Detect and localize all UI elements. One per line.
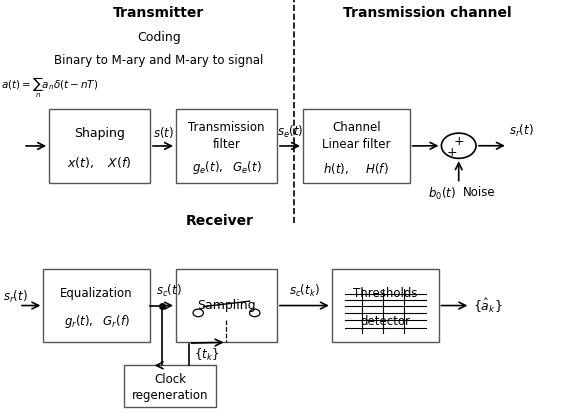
Text: $s_c(t_k)$: $s_c(t_k)$ — [289, 283, 320, 299]
Text: Equalization: Equalization — [61, 286, 133, 299]
Text: regeneration: regeneration — [132, 389, 208, 402]
Text: $\{t_k\}$: $\{t_k\}$ — [194, 347, 220, 363]
Text: Transmitter: Transmitter — [113, 6, 204, 20]
Text: Channel: Channel — [332, 121, 381, 134]
Text: $g_r(t),\ \ G_r(f)$: $g_r(t),\ \ G_r(f)$ — [63, 313, 130, 330]
Text: Clock: Clock — [154, 373, 186, 386]
Text: Noise: Noise — [463, 186, 496, 199]
Text: Linear filter: Linear filter — [322, 138, 391, 151]
FancyBboxPatch shape — [43, 269, 150, 342]
FancyBboxPatch shape — [303, 109, 410, 183]
Text: $g_e(t),\ \ G_e(t)$: $g_e(t),\ \ G_e(t)$ — [192, 160, 261, 176]
Text: Receiver: Receiver — [185, 214, 253, 228]
FancyBboxPatch shape — [332, 269, 439, 342]
FancyBboxPatch shape — [124, 365, 216, 407]
Text: $a(t) = \sum_n a_n\delta(t-nT)$: $a(t) = \sum_n a_n\delta(t-nT)$ — [1, 76, 98, 100]
FancyBboxPatch shape — [176, 109, 277, 183]
FancyBboxPatch shape — [176, 269, 277, 342]
Text: Thresholds: Thresholds — [353, 286, 417, 299]
Text: +: + — [446, 146, 457, 159]
Text: Transmission channel: Transmission channel — [343, 6, 511, 20]
FancyBboxPatch shape — [49, 109, 150, 183]
Text: Coding: Coding — [137, 32, 181, 45]
Text: $\{\hat{a}_k\}$: $\{\hat{a}_k\}$ — [473, 297, 503, 315]
Text: +: + — [454, 135, 464, 148]
Text: Binary to M-ary and M-ary to signal: Binary to M-ary and M-ary to signal — [54, 54, 263, 67]
Text: filter: filter — [212, 138, 241, 151]
Text: $s_e(t)$: $s_e(t)$ — [277, 123, 303, 139]
Text: $x(t),\ \ \ X(f)$: $x(t),\ \ \ X(f)$ — [68, 155, 132, 170]
Text: Shaping: Shaping — [74, 127, 125, 140]
Text: $s(t)$: $s(t)$ — [152, 125, 174, 139]
Text: $s_r(t)$: $s_r(t)$ — [509, 123, 534, 139]
Text: $h(t),\ \ \ \ H(f)$: $h(t),\ \ \ \ H(f)$ — [324, 160, 389, 176]
Text: detector: detector — [360, 315, 410, 328]
Text: $s_r(t)$: $s_r(t)$ — [3, 289, 28, 305]
Text: Sampling: Sampling — [197, 299, 256, 312]
Text: $s_c(t)$: $s_c(t)$ — [156, 283, 182, 299]
Text: $b_0(t)$: $b_0(t)$ — [428, 186, 456, 202]
Text: Transmission: Transmission — [188, 121, 265, 134]
